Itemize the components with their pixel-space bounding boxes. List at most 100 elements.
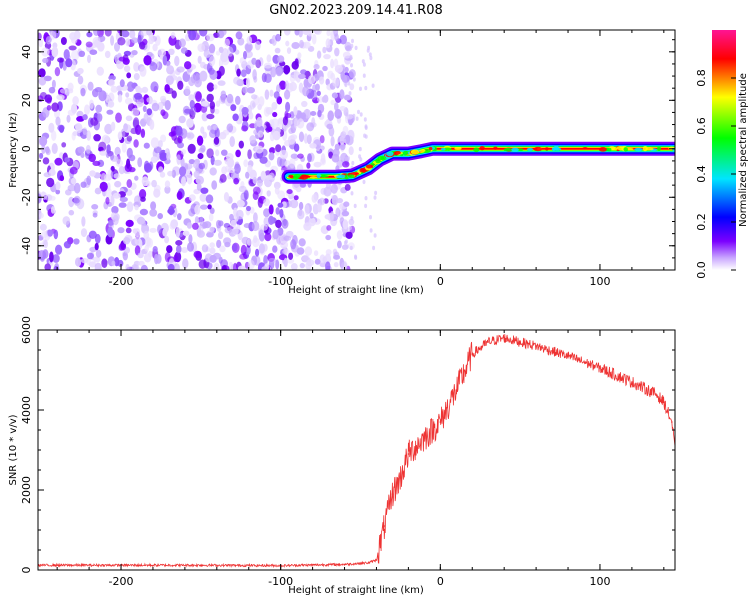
noise-blob [149,208,158,217]
noise-blob [78,50,86,57]
signal-blob [616,146,626,151]
noise-blob [63,241,71,249]
snr-point [407,453,410,455]
noise-blob [253,152,260,160]
noise-blob [82,114,88,121]
noise-blob [245,77,251,88]
noise-blob [224,38,231,47]
noise-blob [344,82,348,88]
noise-blob [111,260,116,267]
noise-blob [275,67,283,77]
noise-blob [303,78,309,88]
noise-blob [252,191,259,201]
noise-blob [341,75,350,83]
noise-blob [222,48,228,56]
noise-blob [167,263,175,270]
noise-blob [209,247,216,254]
noise-blob [106,109,114,115]
noise-blob [347,81,351,86]
x-tick-label: 100 [589,275,610,288]
noise-blob [263,62,272,69]
noise-blob [55,244,63,255]
noise-blob [98,141,107,152]
noise-blob [129,30,136,39]
noise-blob [47,229,53,237]
noise-blob [108,219,115,226]
noise-blob [198,162,205,170]
noise-blob [372,245,376,251]
noise-blob [199,70,208,82]
noise-blob [197,153,204,160]
noise-blob [109,151,115,161]
noise-blob [313,63,320,70]
noise-blob [92,160,101,166]
noise-blob [325,234,332,241]
noise-blob [286,47,292,54]
noise-blob [331,195,339,206]
snr-point [671,421,673,423]
noise-blob [173,254,178,263]
noise-blob [243,223,251,229]
noise-blob [112,214,119,226]
noise-blob [316,96,325,103]
noise-blob [176,245,182,254]
noise-blob [357,109,360,115]
noise-blob [290,199,299,209]
noise-blob [346,156,350,161]
spectrogram-xlabel: Height of straight line (km) [288,285,424,296]
noise-blob [112,192,121,199]
noise-blob [205,194,214,204]
noise-blob [330,58,335,69]
noise-blob [98,90,107,102]
snr-point [519,341,521,343]
noise-blob [207,125,212,131]
noise-blob [94,262,102,270]
noise-blob [114,257,120,267]
noise-blob [369,228,373,233]
noise-blob [218,65,225,76]
noise-blob [298,238,306,247]
noise-blob [199,193,207,202]
noise-blob [177,135,183,144]
noise-blob [151,102,160,112]
noise-blob [344,94,352,101]
snr-point [391,493,394,495]
noise-blob [150,137,159,149]
noise-blob [144,163,152,173]
noise-blob [119,79,125,88]
noise-blob [293,143,300,152]
noise-blob [282,249,290,255]
snr-point [567,355,569,357]
noise-blob [45,148,51,156]
noise-blob [66,114,71,123]
noise-blob [297,52,302,59]
noise-blob [233,177,240,185]
noise-blob [173,263,180,270]
noise-blob [180,47,188,54]
noise-blob [239,253,248,260]
noise-blob [178,38,186,48]
noise-blob [325,249,332,256]
noise-blob [362,73,366,78]
noise-blob [221,56,230,66]
snr-series [38,334,675,569]
noise-blob [326,30,331,37]
y-tick-label: -20 [20,188,33,206]
signal-blob [402,150,408,156]
snr-xlabel: Height of straight line (km) [288,585,424,596]
noise-blob [211,180,218,190]
noise-blob [53,229,59,240]
noise-blob [240,69,247,78]
noise-blob [134,195,141,205]
noise-blob [293,195,299,201]
noise-blob [179,166,187,177]
noise-blob [260,170,266,181]
noise-blob [343,201,350,207]
noise-blob [71,103,78,114]
signal-blob [288,174,294,178]
noise-blob [199,204,208,210]
noise-blob [345,244,349,249]
noise-blob [122,57,130,65]
noise-blob [208,67,215,75]
noise-blob [296,247,305,255]
